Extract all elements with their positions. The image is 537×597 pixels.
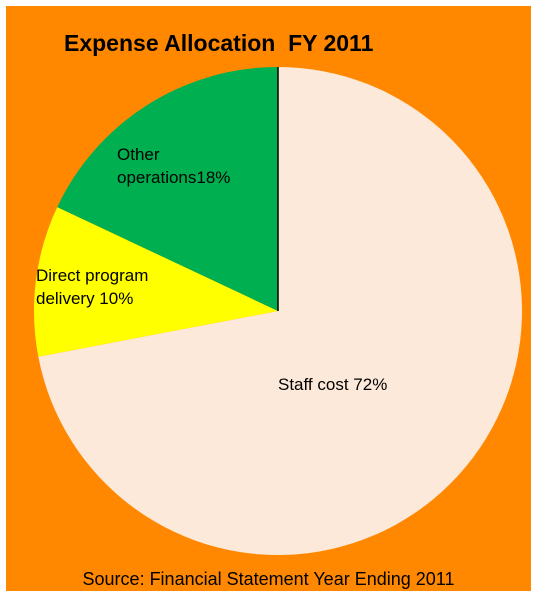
chart-panel: Expense Allocation FY 2011 Staff cost 72… xyxy=(6,6,531,591)
pie-slice-direct-program-delivery xyxy=(33,207,278,357)
slice-label-staff-cost: Staff cost 72% xyxy=(278,375,387,394)
pie-chart: Staff cost 72% Direct program delivery 10%… xyxy=(33,67,522,555)
source-note: Source: Financial Statement Year Ending … xyxy=(82,569,455,589)
pie-slice-staff-cost xyxy=(38,67,522,555)
slice-label-direct-program-delivery: Direct program delivery 10% xyxy=(36,266,148,308)
chart-title: Expense Allocation FY 2011 xyxy=(64,30,374,56)
pie-slice-other-operations xyxy=(57,67,278,311)
slice-label-other-operations: Other operations18% xyxy=(117,145,230,187)
